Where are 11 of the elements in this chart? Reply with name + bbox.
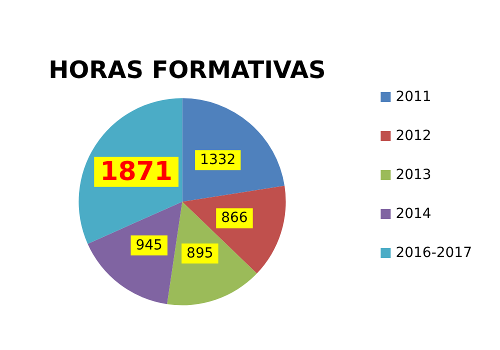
data-label: 866: [221, 210, 248, 226]
data-label: 945: [136, 237, 162, 254]
data-label: 1871: [100, 156, 172, 187]
legend-label: 2013: [396, 167, 432, 183]
legend-label: 2011: [396, 89, 432, 105]
data-label: 1332: [200, 152, 236, 168]
chart-title: HORAS FORMATIVAS: [48, 56, 326, 84]
legend-label: 2012: [396, 128, 432, 144]
data-label: 895: [186, 246, 214, 262]
legend-label: 2014: [396, 206, 432, 222]
legend-label: 2016-2017: [396, 245, 472, 261]
